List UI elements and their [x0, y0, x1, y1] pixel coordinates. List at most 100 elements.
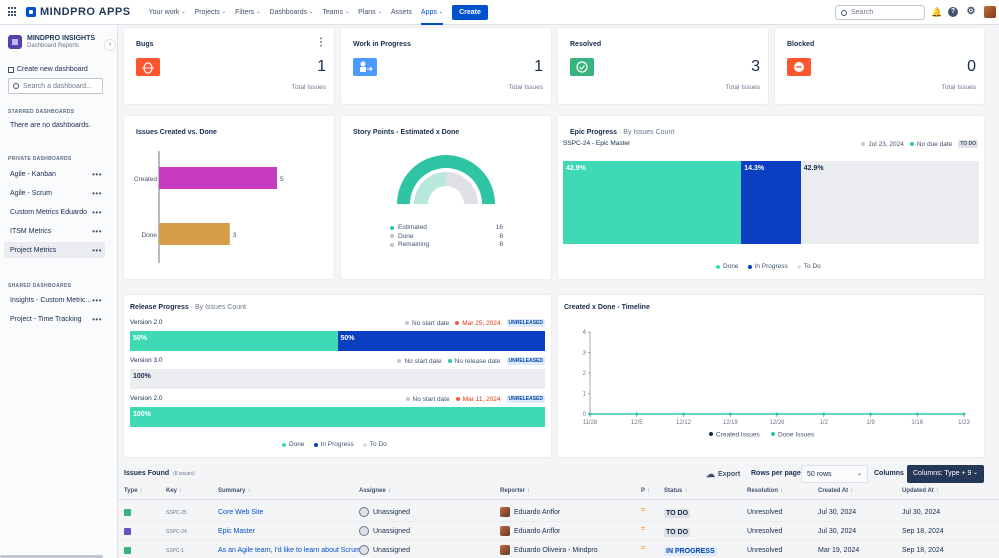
reporter-cell: Eduardo Anflor	[500, 507, 560, 517]
release-version[interactable]: Version 3.0	[130, 357, 163, 364]
release-segment[interactable]: 100%	[130, 407, 545, 427]
nav-item-projects[interactable]: Projects ⌄	[195, 0, 227, 25]
global-search-input[interactable]: Search	[835, 5, 925, 20]
nav-item-dashboards[interactable]: Dashboards ⌄	[269, 0, 313, 25]
column-header-p[interactable]: P ↕	[641, 488, 650, 494]
stat-card-bugs: Bugs 1 Total Issues ⋮	[124, 28, 334, 104]
release-segment[interactable]: 50%	[130, 331, 338, 351]
epic-segment-to-do[interactable]: 42.9%	[800, 161, 979, 244]
legend-label[interactable]: Done Issues	[778, 432, 815, 439]
sidebar-dashboard-item[interactable]: Agile - Kanban •••	[4, 166, 105, 182]
app-switcher-icon[interactable]	[8, 7, 18, 17]
nav-item-apps[interactable]: Apps ⌄	[420, 0, 444, 25]
collapse-sidebar-button[interactable]: ‹	[104, 39, 116, 51]
sidebar-dashboard-item[interactable]: Agile - Scrum •••	[4, 185, 105, 201]
release-version[interactable]: Version 2.0	[130, 319, 163, 326]
sidebar-dashboard-item[interactable]: ITSM Metrics •••	[4, 223, 105, 239]
more-options-icon[interactable]: •••	[92, 226, 102, 236]
issue-summary-link[interactable]: Epic Master	[218, 528, 255, 535]
legend-label[interactable]: Created Issues	[716, 432, 760, 439]
column-header-summary[interactable]: Summary ↕	[218, 488, 250, 494]
sidebar-dashboard-item[interactable]: Custom Metrics Eduardo •••	[4, 204, 105, 220]
legend-item[interactable]: In Progress	[747, 263, 788, 270]
bar-created[interactable]	[159, 167, 277, 189]
issue-key[interactable]: SSPC-24	[166, 529, 187, 535]
create-dashboard-button[interactable]: Create new dashboard	[8, 66, 88, 73]
issue-key[interactable]: SSPC-1	[166, 548, 185, 554]
column-header-type[interactable]: Type ↕	[124, 488, 143, 494]
columns-button[interactable]: Columns: Type + 9 ⌄	[907, 465, 984, 483]
nav-item-teams[interactable]: Teams ⌄	[322, 0, 349, 25]
release-segment[interactable]: 50%	[337, 331, 545, 351]
data-point[interactable]	[962, 412, 966, 416]
dashboard-search-input[interactable]: Search a dashboard...	[8, 78, 103, 94]
brand[interactable]: MINDPRO APPS	[26, 6, 131, 18]
sidebar-scrollbar[interactable]	[0, 555, 103, 558]
legend-item[interactable]: To Do	[362, 441, 387, 448]
help-icon[interactable]: ?	[948, 7, 958, 17]
more-options-icon[interactable]: •••	[92, 314, 102, 324]
nav-item-filters[interactable]: Filters ⌄	[235, 0, 260, 25]
legend-label: In Progress	[754, 263, 788, 270]
column-header-assignee[interactable]: Assignee ↕	[359, 488, 391, 494]
stat-card-blocked: Blocked 0 Total Issues	[775, 28, 984, 104]
column-header-key[interactable]: Key ↕	[166, 488, 182, 494]
nav-item-assets[interactable]: Assets	[391, 0, 412, 25]
data-point[interactable]	[915, 412, 919, 416]
column-header-updated-at[interactable]: Updated At ↕	[902, 488, 939, 494]
sort-icon: ↕	[247, 488, 251, 494]
column-header-reporter[interactable]: Reporter ↕	[500, 488, 530, 494]
column-header-status[interactable]: Status ↕	[664, 488, 687, 494]
gauge-done-arc[interactable]	[414, 172, 446, 204]
nav-item-your-work[interactable]: Your work ⌄	[149, 0, 186, 25]
issue-summary-link[interactable]: As an Agile team, I'd like to learn abou…	[218, 547, 361, 554]
table-row[interactable]: SSPC-1 As an Agile team, I'd like to lear…	[118, 541, 999, 558]
data-point[interactable]	[728, 412, 732, 416]
column-header-label: Assignee	[359, 488, 386, 494]
release-segment[interactable]: 100%	[130, 369, 545, 389]
column-header-created-at[interactable]: Created At ↕	[818, 488, 853, 494]
nav-item-plans[interactable]: Plans ⌄	[358, 0, 382, 25]
column-header-resolution[interactable]: Resolution ↕	[747, 488, 783, 494]
release-date: No release date	[454, 357, 501, 365]
data-point[interactable]	[635, 412, 639, 416]
epic-name[interactable]: SSPC-24 - Epic Master	[563, 140, 631, 147]
table-row[interactable]: SSPC-25 Core Web Site Unassigned Eduardo An…	[118, 503, 999, 522]
sidebar-dashboard-item[interactable]: Project Metrics •••	[4, 242, 105, 258]
epic-segment-done[interactable]: 42.9%	[563, 161, 742, 244]
settings-gear-icon[interactable]: ⚙	[966, 6, 976, 17]
user-avatar[interactable]	[984, 6, 996, 18]
data-point[interactable]	[775, 412, 779, 416]
nav-label: Teams	[322, 8, 343, 16]
data-point[interactable]	[869, 412, 872, 416]
legend-item[interactable]: Done	[282, 441, 305, 448]
legend-item[interactable]: Done	[716, 263, 739, 270]
more-options-icon[interactable]: •••	[92, 245, 102, 255]
legend-item[interactable]: To Do	[796, 263, 821, 270]
sidebar-shared-item[interactable]: Project - Time Tracking •••	[4, 311, 105, 327]
legend-item[interactable]: In Progress	[313, 441, 354, 448]
notifications-icon[interactable]: 🔔	[931, 7, 943, 17]
rows-per-page-select[interactable]: 50 rows ⌄	[801, 465, 868, 483]
data-point[interactable]	[588, 412, 592, 416]
gauge-estimated-arc[interactable]	[397, 155, 495, 204]
more-options-icon[interactable]: •••	[92, 295, 102, 305]
create-button[interactable]: Create	[452, 4, 488, 20]
export-button[interactable]: ☁ Export	[706, 469, 740, 480]
more-options-icon[interactable]: •••	[92, 207, 102, 217]
data-point[interactable]	[822, 412, 826, 416]
table-row[interactable]: SSPC-24 Epic Master Unassigned Eduardo Anfl…	[118, 522, 999, 541]
epic-segment-in-progress[interactable]: 14.3%	[741, 161, 801, 244]
nav-label: Your work	[148, 8, 180, 16]
issue-key[interactable]: SSPC-25	[166, 510, 187, 516]
sidebar-shared-item[interactable]: Insights - Custom Metric... •••	[4, 292, 105, 308]
epic-date: Jul 23, 2024	[868, 140, 904, 148]
gauge-remaining-arc[interactable]	[446, 172, 478, 204]
data-point[interactable]	[682, 412, 685, 416]
issue-summary-link[interactable]: Core Web Site	[218, 509, 264, 516]
more-options-icon[interactable]: •••	[92, 169, 102, 179]
release-version[interactable]: Version 2.0	[130, 395, 163, 402]
bar-done[interactable]	[159, 223, 230, 245]
more-options-icon[interactable]: •••	[92, 188, 102, 198]
card-menu-icon[interactable]: ⋮	[316, 37, 326, 48]
